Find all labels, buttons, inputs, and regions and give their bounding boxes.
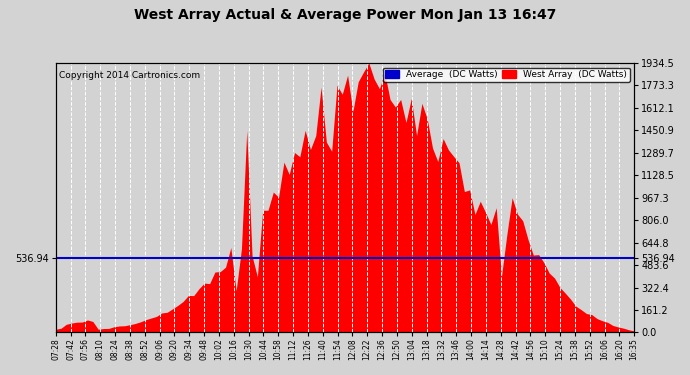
Text: West Array Actual & Average Power Mon Jan 13 16:47: West Array Actual & Average Power Mon Ja… xyxy=(134,8,556,21)
Text: Copyright 2014 Cartronics.com: Copyright 2014 Cartronics.com xyxy=(59,71,199,80)
Legend: Average  (DC Watts), West Array  (DC Watts): Average (DC Watts), West Array (DC Watts… xyxy=(383,68,630,82)
